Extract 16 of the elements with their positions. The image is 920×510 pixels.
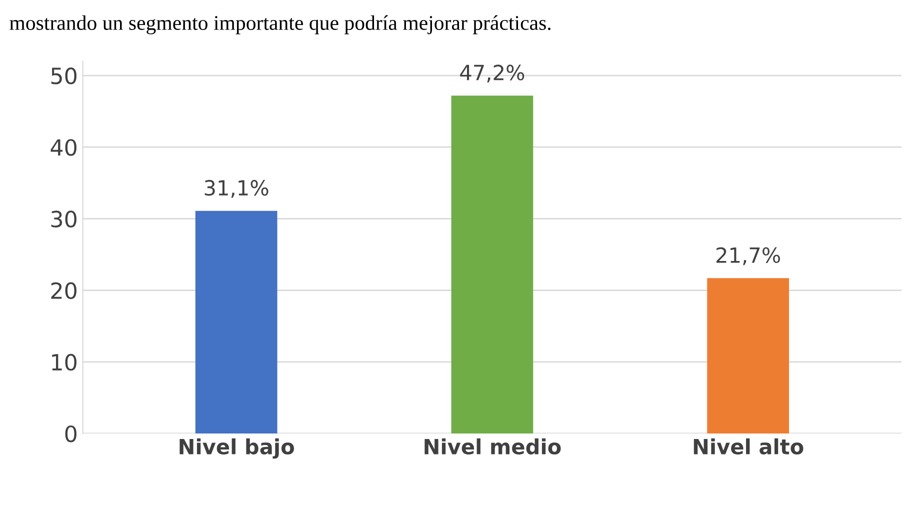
x-tick-label: Nivel bajo — [180, 438, 294, 459]
y-tick-label: 10 — [52, 354, 76, 371]
x-tick-label: Nivel alto — [694, 438, 804, 454]
y-tick-label: 50 — [51, 67, 76, 84]
data-label: 31,1% — [204, 180, 268, 198]
data-label: 21,7% — [716, 247, 780, 266]
x-tick-label: Nivel medio — [424, 438, 561, 454]
y-tick-label: 30 — [51, 210, 76, 228]
bar — [195, 210, 278, 434]
y-tick-label: 40 — [50, 139, 76, 156]
chart-title: mostrando un segmento importante que podría mejorar prácticas. — [10, 15, 550, 34]
data-label: 47,2% — [460, 64, 524, 83]
y-tick-label: 0 — [65, 425, 76, 442]
bar — [707, 278, 790, 434]
bar — [451, 96, 534, 434]
y-tick-label: 20 — [51, 282, 76, 300]
